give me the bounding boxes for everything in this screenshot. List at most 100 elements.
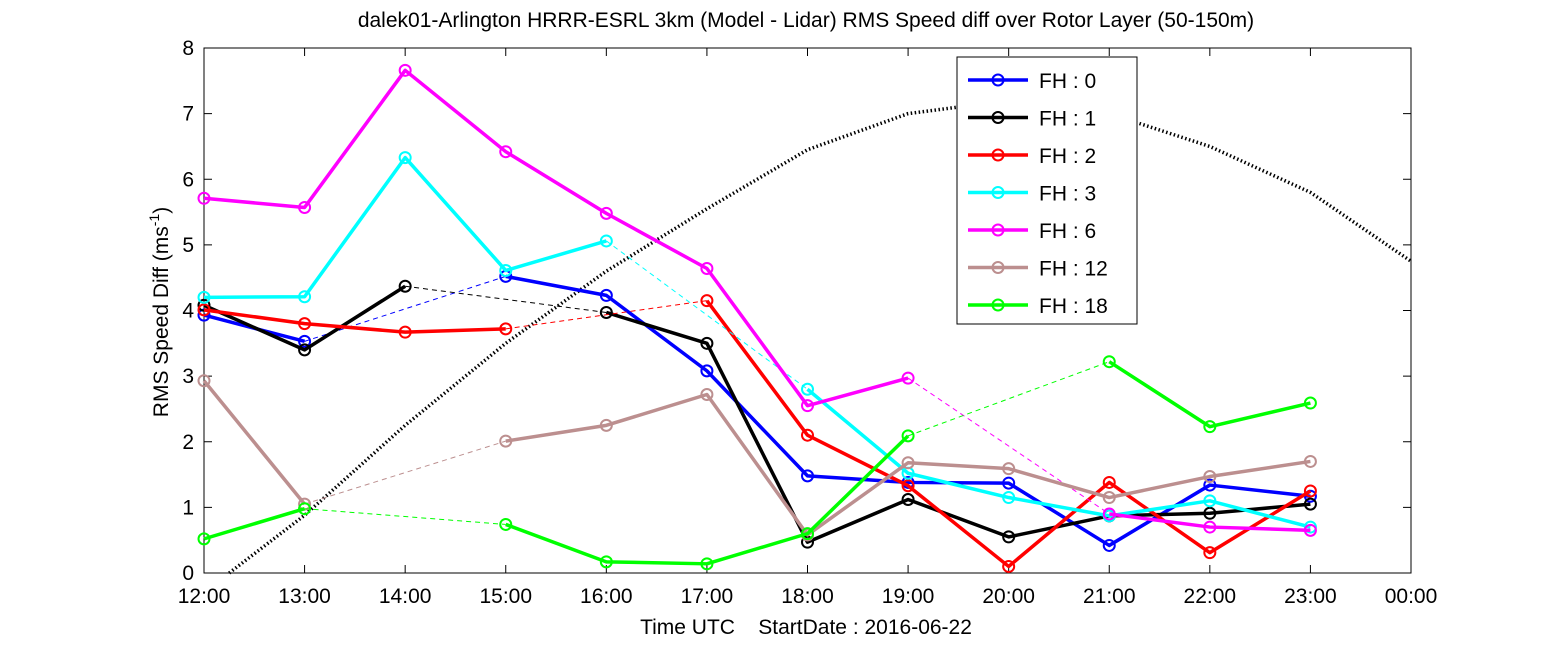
legend-item: FH : 3 — [968, 183, 1096, 206]
data-point — [298, 343, 312, 357]
data-point — [197, 308, 211, 322]
chart-title: dalek01-Arlington HRRR-ESRL 3km (Model -… — [358, 9, 1254, 32]
data-point — [1203, 546, 1217, 560]
series-gap-connector — [304, 508, 506, 525]
legend-item: FH : 2 — [968, 145, 1096, 168]
series-6 — [197, 374, 1317, 542]
legend-item: FH : 1 — [968, 108, 1096, 131]
series-line — [202, 379, 306, 506]
data-point — [499, 322, 513, 336]
data-point — [599, 288, 613, 302]
legend-label: FH : 3 — [1039, 183, 1096, 206]
data-point — [801, 527, 814, 541]
data-point — [1203, 494, 1217, 508]
legend-label: FH : 6 — [1039, 220, 1096, 243]
x-tick-label: 13:00 — [278, 585, 331, 608]
x-tick-label: 15:00 — [479, 585, 532, 608]
data-point — [298, 334, 312, 348]
data-point — [499, 263, 513, 277]
data-point — [398, 325, 412, 339]
series-line — [505, 434, 910, 566]
y-axis: 0 1 2 3 4 5 6 7 8 — [182, 37, 1411, 585]
legend-label: FH : 2 — [1039, 145, 1096, 168]
y-axis-label-sup: -1 — [146, 214, 162, 227]
x-tick-label: 00:00 — [1385, 585, 1438, 608]
data-point — [801, 428, 814, 442]
data-point — [901, 493, 915, 506]
data-point — [1303, 454, 1317, 468]
data-point — [197, 191, 211, 205]
x-tick-label: 17:00 — [681, 585, 734, 608]
y-tick-label: 5 — [182, 234, 194, 257]
y-axis-label: RMS Speed Diff (ms-1) — [146, 207, 173, 417]
data-point — [298, 290, 312, 304]
data-point — [499, 145, 513, 159]
data-point — [197, 290, 211, 304]
data-point — [801, 469, 814, 483]
series-5 — [197, 63, 1317, 537]
data-point — [901, 479, 915, 493]
data-point — [1203, 478, 1217, 492]
data-point — [197, 303, 211, 317]
data-point — [499, 434, 513, 448]
legend-swatch-marker — [991, 111, 1005, 124]
data-point — [1102, 475, 1116, 489]
x-tick-label: 16:00 — [580, 585, 633, 608]
data-point — [1303, 523, 1317, 537]
data-point — [197, 374, 211, 388]
series-layer — [197, 63, 1317, 573]
data-point — [700, 388, 714, 401]
data-point — [700, 262, 714, 275]
x-tick-label: 18:00 — [781, 585, 834, 608]
data-point — [700, 557, 714, 571]
data-point — [298, 502, 312, 516]
series-2 — [197, 279, 1317, 549]
x-axis-label: Time UTC StartDate : 2016-06-22 — [640, 616, 972, 639]
legend-swatch-marker — [991, 261, 1005, 274]
x-tick-label: 22:00 — [1184, 585, 1237, 608]
data-point — [499, 517, 513, 531]
data-point — [1203, 506, 1217, 520]
legend-swatch-marker — [991, 186, 1005, 199]
x-tick-label: 23:00 — [1284, 585, 1337, 608]
series-line — [705, 299, 1312, 569]
y-tick-label: 1 — [182, 496, 194, 519]
x-tick-label: 19:00 — [882, 585, 935, 608]
legend: FH : 0 FH : 1 FH : 2 FH : 3 FH : 6 FH : 12 FH … — [956, 56, 1138, 325]
data-point — [298, 200, 312, 214]
legend-swatch-marker — [991, 73, 1005, 87]
series-gap-connector — [606, 240, 808, 390]
data-point — [599, 234, 613, 248]
series-line — [1109, 512, 1311, 533]
data-point — [1002, 559, 1016, 573]
data-point — [1203, 470, 1217, 484]
legend-item: FH : 12 — [968, 258, 1108, 281]
legend-label: FH : 18 — [1039, 295, 1108, 318]
legend-swatch-marker — [991, 223, 1005, 237]
data-point — [1102, 538, 1116, 552]
data-point — [1102, 491, 1116, 505]
legend-box — [956, 56, 1138, 325]
data-point — [599, 418, 613, 432]
data-point — [599, 206, 613, 220]
series-gap-connector — [505, 300, 707, 330]
data-point — [700, 364, 714, 378]
legend-swatch-marker — [991, 148, 1005, 162]
legend-item: FH : 0 — [968, 70, 1096, 93]
y-tick-label: 0 — [182, 562, 194, 585]
y-axis-label-tail: ) — [150, 207, 173, 214]
series-line — [203, 155, 607, 300]
series-line — [203, 68, 909, 408]
data-point — [197, 532, 211, 546]
data-point — [901, 456, 915, 470]
series-gap-connector — [304, 440, 506, 505]
data-point — [1303, 396, 1317, 410]
x-axis: 12:00 13:00 14:00 15:00 16:00 17:00 18:00 19:00… — [178, 48, 1438, 608]
y-axis-label-main: RMS Speed Diff (ms — [150, 226, 173, 417]
legend-item: FH : 6 — [968, 220, 1096, 243]
legend-label: FH : 1 — [1039, 108, 1096, 131]
series-gap-connector — [405, 285, 607, 313]
data-point — [700, 294, 714, 308]
plot-frame — [203, 47, 1412, 574]
